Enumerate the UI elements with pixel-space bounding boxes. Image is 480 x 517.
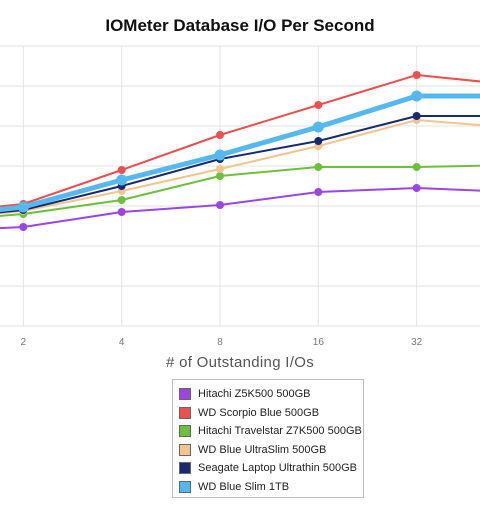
legend-label: Hitachi Z5K500 500GB [198, 388, 311, 401]
data-point [314, 101, 323, 109]
legend-swatch [179, 443, 191, 456]
data-point [117, 196, 126, 204]
data-point [412, 112, 421, 120]
x-tick-labels: 1248163264 [21, 337, 423, 348]
data-point [17, 201, 29, 213]
chart-title: IOMeter Database I/O Per Second [105, 16, 375, 35]
legend-swatch [179, 480, 191, 493]
series-line [0, 119, 480, 215]
x-tick-label: 2 [21, 337, 27, 348]
series-6 [0, 90, 480, 213]
legend-label: Hitachi Travelstar Z7K500 500GB [198, 425, 362, 438]
x-tick-label: 32 [411, 337, 423, 348]
data-point [412, 184, 421, 192]
x-tick-label: 4 [119, 337, 125, 348]
x-tick-label: 8 [217, 337, 223, 348]
data-point [214, 149, 226, 161]
data-point [412, 71, 421, 79]
legend-item: Seagate Laptop Ultrathin 500GB [179, 459, 363, 478]
series-1 [0, 184, 480, 231]
data-point [116, 174, 128, 186]
x-tick-label: 16 [313, 337, 325, 348]
x-axis-label: # of Outstanding I/Os [165, 354, 315, 371]
legend-label: WD Scorpio Blue 500GB [198, 406, 320, 419]
legend-item: WD Scorpio Blue 500GB [179, 404, 363, 423]
data-point [312, 121, 324, 133]
data-point [314, 188, 323, 196]
series-layer [0, 71, 480, 231]
legend-swatch [179, 462, 191, 475]
data-point [314, 163, 323, 171]
grid-lines [0, 45, 480, 327]
legend-label: Seagate Laptop Ultrathin 500GB [198, 462, 358, 475]
legend-label: WD Blue Slim 1TB [198, 480, 290, 493]
data-point [216, 201, 224, 209]
plot-area: 1248163264 [0, 45, 480, 348]
legend-swatch [179, 388, 191, 401]
legend-item: WD Blue Slim 1TB [179, 478, 363, 497]
data-point [412, 163, 421, 171]
data-point [19, 223, 28, 231]
data-point [117, 166, 126, 174]
legend-item: WD Blue UltraSlim 500GB [179, 441, 363, 460]
legend-swatch [179, 406, 191, 419]
data-point [216, 172, 224, 180]
legend-swatch [179, 425, 191, 438]
data-point [216, 165, 224, 173]
legend-item: Hitachi Z5K500 500GB [179, 385, 363, 404]
data-point [117, 208, 126, 216]
data-point [216, 131, 224, 139]
data-point [314, 137, 323, 145]
data-point [411, 90, 423, 102]
legend-item: Hitachi Travelstar Z7K500 500GB [179, 422, 363, 441]
legend: Hitachi Z5K500 500GB WD Scorpio Blue 500G… [172, 379, 364, 498]
series-line [0, 93, 480, 213]
legend-label: WD Blue UltraSlim 500GB [198, 443, 327, 456]
